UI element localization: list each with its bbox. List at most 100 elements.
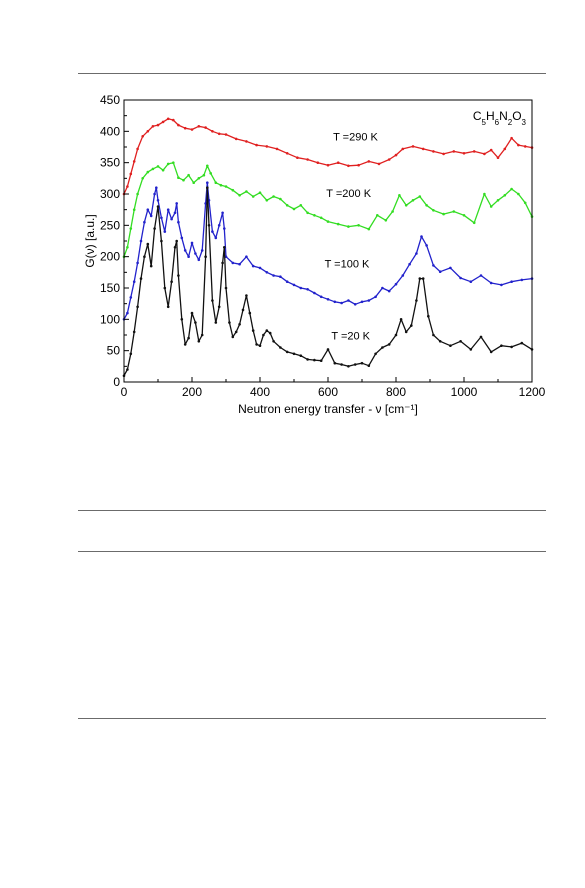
data-point (299, 354, 303, 358)
data-point (136, 261, 139, 265)
data-point (462, 152, 466, 155)
data-point (265, 199, 269, 202)
data-point (238, 262, 241, 266)
data-point (285, 280, 289, 283)
y-tick-label: 150 (100, 281, 120, 295)
data-point (415, 252, 418, 255)
data-point (153, 227, 156, 230)
data-point (479, 274, 483, 277)
data-point (265, 271, 269, 274)
data-point (469, 280, 473, 283)
data-point (438, 270, 442, 273)
data-point (192, 181, 195, 184)
data-point (489, 350, 493, 354)
data-point (272, 195, 275, 198)
data-point (139, 239, 143, 243)
y-tick-label: 250 (100, 218, 120, 232)
data-point (275, 147, 279, 151)
data-point (172, 118, 175, 122)
data-point (285, 204, 289, 207)
data-point (326, 220, 330, 223)
data-point (180, 318, 184, 321)
data-point (408, 262, 411, 266)
data-point (520, 278, 524, 282)
data-point (231, 188, 235, 192)
series-label: T =290 K (333, 132, 378, 144)
data-point (279, 197, 282, 201)
data-point (211, 230, 214, 233)
data-point (132, 280, 136, 283)
x-tick-label: 1000 (451, 385, 478, 399)
y-axis-label: G(ν) [a.u.] (83, 214, 97, 267)
data-point (347, 299, 350, 302)
data-point (340, 363, 343, 366)
data-point (415, 299, 418, 302)
data-point (411, 145, 415, 148)
data-point (180, 236, 184, 240)
data-point (360, 300, 364, 304)
data-point (156, 165, 160, 168)
data-point (207, 224, 211, 227)
data-point (472, 221, 476, 225)
data-point (143, 255, 146, 258)
data-point (217, 132, 221, 136)
data-point (194, 321, 197, 324)
data-point (149, 214, 153, 218)
data-point (136, 305, 139, 309)
ticks-layer: 0 200 400 600 800 1000 1200 0 50 100 150 200 250 300 3… (100, 93, 546, 399)
data-point (209, 172, 212, 175)
data-point (449, 266, 452, 270)
data-point (156, 205, 160, 208)
data-point (520, 341, 524, 345)
data-point (438, 340, 442, 343)
data-point (251, 329, 255, 332)
data-point (313, 291, 316, 295)
data-point (427, 314, 430, 318)
data-point (292, 207, 296, 211)
y-tick-label: 300 (100, 187, 120, 201)
data-point (449, 344, 452, 348)
data-point (347, 164, 350, 168)
data-point (141, 135, 144, 138)
data-point (132, 208, 136, 211)
data-point (421, 147, 425, 151)
data-point (306, 358, 309, 361)
data-point (161, 120, 165, 124)
data-point (149, 264, 153, 268)
data-point (510, 136, 513, 140)
data-point (367, 160, 371, 163)
data-point (146, 208, 150, 211)
data-point (420, 235, 423, 238)
data-point (258, 191, 262, 194)
data-point (489, 148, 493, 152)
data-point (432, 333, 435, 337)
data-point (166, 305, 170, 309)
data-point (496, 199, 500, 202)
data-point (319, 216, 323, 220)
data-point (313, 358, 316, 362)
data-point (166, 117, 170, 121)
data-point (211, 130, 214, 133)
data-point (238, 323, 241, 326)
data-point (272, 274, 275, 277)
series-label: T =20 K (331, 330, 370, 342)
data-point (173, 211, 177, 215)
data-point (132, 330, 136, 334)
data-point (160, 239, 163, 243)
data-point (432, 150, 435, 153)
data-point (151, 167, 155, 171)
data-point (224, 133, 228, 136)
data-point (442, 212, 445, 216)
data-point (136, 192, 139, 196)
data-point (398, 194, 401, 197)
data-point (241, 308, 245, 312)
data-point (285, 152, 289, 155)
data-point (200, 333, 204, 337)
data-point (394, 333, 398, 337)
data-point (367, 364, 371, 368)
data-point (432, 264, 435, 267)
data-point (194, 252, 197, 255)
data-point (187, 173, 190, 177)
data-point (421, 277, 425, 280)
data-point (517, 143, 520, 147)
